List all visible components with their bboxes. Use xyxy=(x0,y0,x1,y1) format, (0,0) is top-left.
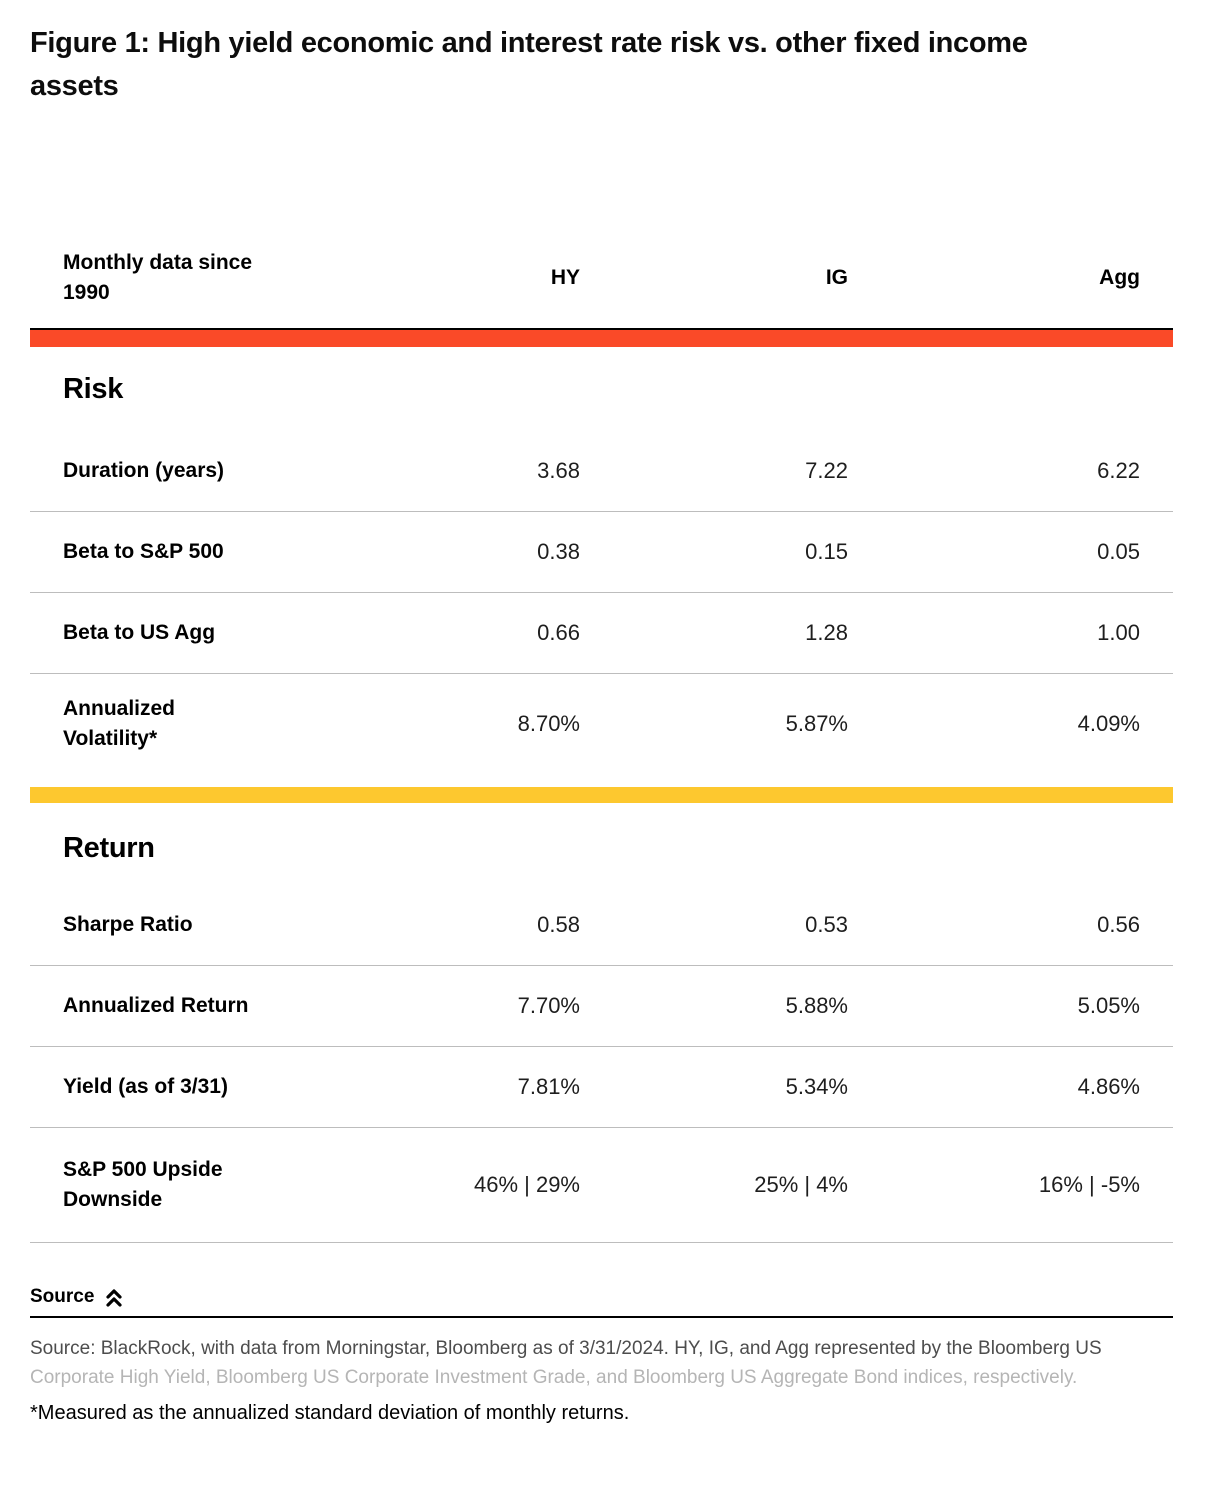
data-table: Monthly data since 1990 HY IG Agg Risk D… xyxy=(30,246,1173,1243)
table-row-annualized-return: Annualized Return 7.70% 5.88% 5.05% xyxy=(30,966,1173,1047)
table-row-yield: Yield (as of 3/31) 7.81% 5.34% 4.86% xyxy=(30,1047,1173,1128)
cell-hy: 46% | 29% xyxy=(473,1172,580,1197)
table-row-annualized-volatility: Annualized Volatility* 8.70% 5.87% 4.09% xyxy=(30,674,1173,774)
cell-ig: 5.34% xyxy=(785,1074,848,1099)
cell-hy: 7.81% xyxy=(517,1074,580,1099)
footnote: *Measured as the annualized standard dev… xyxy=(30,1402,630,1424)
cell-hy: 3.68 xyxy=(537,458,580,483)
source-text-line2: Corporate High Yield, Bloomberg US Corpo… xyxy=(30,1367,1078,1388)
row-label: Annualized Volatility* xyxy=(63,697,176,750)
cell-hy: 8.70% xyxy=(517,711,580,736)
source-section: Source Source: BlackRock, with data from… xyxy=(30,1286,1173,1425)
column-header-period-label: Monthly data since 1990 xyxy=(63,251,253,304)
cell-hy: 7.70% xyxy=(517,993,580,1018)
cell-agg: 5.05% xyxy=(1077,993,1140,1018)
cell-agg: 6.22 xyxy=(1097,458,1140,483)
row-label: Beta to S&P 500 xyxy=(63,540,224,563)
cell-agg: 16% | -5% xyxy=(1038,1172,1140,1197)
cell-ig: 0.15 xyxy=(805,539,848,564)
cell-hy: 0.66 xyxy=(537,620,580,645)
header-rule xyxy=(30,328,1173,330)
cell-agg: 0.05 xyxy=(1097,539,1140,564)
source-text-line1: Source: BlackRock, with data from Mornin… xyxy=(30,1338,1102,1359)
row-label: S&P 500 Upside Downside xyxy=(63,1158,223,1211)
cell-agg: 1.00 xyxy=(1097,620,1140,645)
row-label: Sharpe Ratio xyxy=(63,913,193,936)
source-text: Source: BlackRock, with data from Mornin… xyxy=(30,1334,1173,1392)
row-label: Annualized Return xyxy=(63,994,249,1017)
row-label: Yield (as of 3/31) xyxy=(63,1075,228,1098)
section-heading-return: Return xyxy=(63,832,155,864)
cell-hy: 0.38 xyxy=(537,539,580,564)
cell-ig: 25% | 4% xyxy=(754,1172,848,1197)
figure-page: Figure 1: High yield economic and intere… xyxy=(30,27,1173,1425)
cell-ig: 5.88% xyxy=(785,993,848,1018)
cell-hy: 0.58 xyxy=(537,912,580,937)
risk-accent-bar xyxy=(30,330,1173,347)
column-header-ig: IG xyxy=(825,266,848,289)
cell-ig: 5.87% xyxy=(785,711,848,736)
column-header-agg: Agg xyxy=(1099,266,1140,289)
source-label: Source xyxy=(30,1286,95,1307)
table-row-beta-usagg: Beta to US Agg 0.66 1.28 1.00 xyxy=(30,593,1173,674)
table-row-beta-sp500: Beta to S&P 500 0.38 0.15 0.05 xyxy=(30,512,1173,593)
table-header-row: Monthly data since 1990 HY IG Agg xyxy=(30,246,1173,310)
cell-ig: 1.28 xyxy=(805,620,848,645)
row-label: Beta to US Agg xyxy=(63,621,216,644)
column-header-period: Monthly data since 1990 xyxy=(30,248,400,308)
source-collapse-toggle[interactable]: Source xyxy=(30,1286,124,1308)
table-row-sharpe-ratio: Sharpe Ratio 0.58 0.53 0.56 xyxy=(30,885,1173,966)
row-label: Duration (years) xyxy=(63,459,225,482)
cell-agg: 4.86% xyxy=(1077,1074,1140,1099)
source-rule xyxy=(30,1316,1173,1318)
cell-ig: 7.22 xyxy=(805,458,848,483)
cell-ig: 0.53 xyxy=(805,912,848,937)
chevron-double-up-icon xyxy=(104,1286,124,1308)
cell-agg: 0.56 xyxy=(1097,912,1140,937)
return-accent-bar xyxy=(30,787,1173,803)
table-row-sp500-upside-downside: S&P 500 Upside Downside 46% | 29% 25% | … xyxy=(30,1128,1173,1243)
section-heading-risk: Risk xyxy=(63,373,124,405)
figure-title: Figure 1: High yield economic and intere… xyxy=(30,27,1028,102)
column-header-hy: HY xyxy=(550,266,580,289)
cell-agg: 4.09% xyxy=(1077,711,1140,736)
table-row-duration: Duration (years) 3.68 7.22 6.22 xyxy=(30,431,1173,512)
